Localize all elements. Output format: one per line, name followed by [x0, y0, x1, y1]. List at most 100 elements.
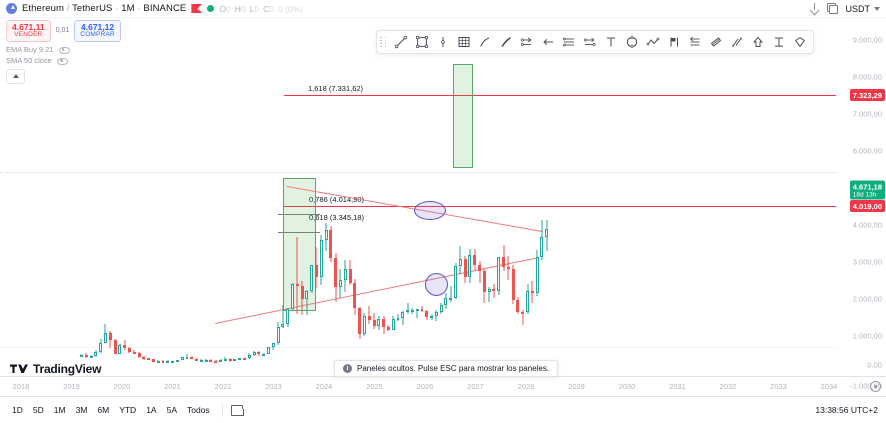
candle-body [281, 323, 285, 327]
double-curve-tool[interactable] [726, 32, 747, 52]
range-button-ytd[interactable]: YTD [119, 405, 137, 415]
candlestick [377, 315, 381, 331]
measure-tool[interactable] [768, 32, 789, 52]
candle-body [300, 285, 304, 299]
candlestick [262, 352, 266, 356]
range-button-1d[interactable]: 1D [12, 405, 23, 415]
zone-2025-rect[interactable] [453, 64, 473, 168]
last-price-label[interactable]: 4.671,18 18d 13h [849, 180, 885, 200]
candle-body [315, 264, 318, 278]
candle-body [338, 279, 342, 287]
unit-selector[interactable]: USDT [846, 4, 880, 14]
candle-body [161, 361, 165, 364]
candle-wick [167, 360, 169, 362]
candlestick [142, 356, 146, 361]
drawing-toolbar[interactable] [376, 30, 814, 54]
candle-body [271, 343, 275, 347]
marker-lower-ellipse[interactable] [425, 273, 448, 296]
text-tool[interactable] [600, 32, 621, 52]
candle-body [175, 360, 179, 363]
candle-body [382, 319, 386, 328]
highlighter-tool[interactable] [495, 32, 516, 52]
candle-body [372, 319, 376, 327]
ohlc-change: 0 (0%) [277, 3, 303, 14]
eye-icon[interactable] [56, 56, 68, 65]
arrows-marker-tool[interactable] [516, 32, 537, 52]
vertical-line-tool[interactable] [432, 32, 453, 52]
arrow-left-tool[interactable] [537, 32, 558, 52]
trend-line-tool[interactable] [390, 32, 411, 52]
candlestick [84, 353, 88, 358]
eye-icon[interactable] [58, 45, 70, 54]
candlestick [180, 356, 184, 361]
brush-tool[interactable] [474, 32, 495, 52]
buy-button[interactable]: 4.671,12 COMPRAR [74, 20, 121, 42]
tradingview-logo [10, 363, 28, 375]
range-button-6m[interactable]: 6M [97, 405, 110, 415]
candlestick [310, 264, 314, 294]
candlestick [506, 255, 510, 281]
time-tick: 2033 [770, 382, 787, 391]
time-scale[interactable]: 2018 2019 2020 2021 2022 2023 2024 2025 2026 2027… [0, 376, 886, 396]
resistance-line[interactable] [284, 206, 836, 207]
candle-body [228, 358, 232, 362]
timescale-settings-icon[interactable] [870, 381, 881, 392]
clock-label[interactable]: 13:38:56 UTC+2 [815, 405, 878, 415]
parallelogram-tool[interactable] [705, 32, 726, 52]
ethereum-logo [6, 3, 17, 14]
range-button-5d[interactable]: 5D [32, 405, 44, 415]
arrow-up-tool[interactable] [747, 32, 768, 52]
candlestick [473, 248, 477, 271]
diamond-tool[interactable] [789, 32, 810, 52]
ellipse-tool[interactable] [621, 32, 642, 52]
candlestick [103, 323, 107, 344]
indicator-row-sma[interactable]: SMA 50 close [6, 56, 206, 65]
resistance-price-label[interactable]: 4.019,00 [849, 200, 885, 212]
range-button-1m[interactable]: 1M [53, 405, 66, 415]
candle-body [286, 308, 290, 324]
fib-grid-tool[interactable] [453, 32, 474, 52]
marker-upper-ellipse[interactable] [414, 201, 446, 220]
symbol-quote: TetherUS [72, 3, 113, 14]
flag-mark-tool[interactable] [663, 32, 684, 52]
time-tick: 2021 [164, 382, 181, 391]
ohlc-value-o: 0 [225, 3, 231, 14]
disjoint-channel-tool[interactable] [579, 32, 600, 52]
flat-top-bottom-tool[interactable] [558, 32, 579, 52]
indicator-row-ema[interactable]: EMA Buy 9 21 [6, 45, 206, 54]
layers-icon[interactable] [826, 2, 839, 15]
chart-interval[interactable]: 1M [121, 3, 135, 14]
fib-1618-line[interactable] [284, 95, 836, 96]
candle-body [94, 351, 98, 357]
price-tick: 8.000,00 [852, 72, 882, 82]
range-button-todos[interactable]: Todos [187, 405, 210, 415]
candlestick [80, 353, 83, 358]
rectangle-tool[interactable] [411, 32, 432, 52]
sell-button[interactable]: 4.671,11 VENDER [6, 20, 51, 42]
candlestick [482, 268, 486, 304]
range-button-3m[interactable]: 3M [75, 405, 88, 415]
tradingview-brand[interactable]: TradingView [10, 362, 101, 376]
price-scale[interactable]: 9.000,008.000,007.000,006.000,005.000,00… [836, 18, 886, 391]
candle-wick [244, 357, 246, 359]
candle-body [391, 318, 395, 331]
candle-body [190, 356, 194, 359]
price-tick: 7.000,00 [852, 109, 882, 119]
legend-collapse-button[interactable] [6, 68, 25, 84]
symbol-title[interactable]: Ethereum / TetherUS · 1M · BINANCE [22, 3, 186, 14]
candle-body [185, 356, 189, 359]
time-tick: 2024 [315, 382, 333, 391]
chart-canvas[interactable]: 1,618 (7.331,62) 0,786 (4.014,90) 0,618 … [0, 18, 836, 376]
fib-extension-price-label[interactable]: 7.323,29 [849, 89, 885, 101]
zigzag-tool[interactable] [642, 32, 663, 52]
candle-wick [124, 340, 126, 350]
candlestick [535, 249, 539, 296]
download-icon[interactable] [809, 3, 820, 14]
candlestick [545, 220, 549, 252]
elliott-wave-tool[interactable] [684, 32, 705, 52]
price-tick: 9.000,00 [852, 35, 882, 45]
range-button-1a[interactable]: 1A [146, 405, 157, 415]
calendar-sync-icon[interactable] [230, 404, 244, 417]
drag-grip-icon[interactable] [380, 35, 388, 49]
range-button-5a[interactable]: 5A [166, 405, 177, 415]
